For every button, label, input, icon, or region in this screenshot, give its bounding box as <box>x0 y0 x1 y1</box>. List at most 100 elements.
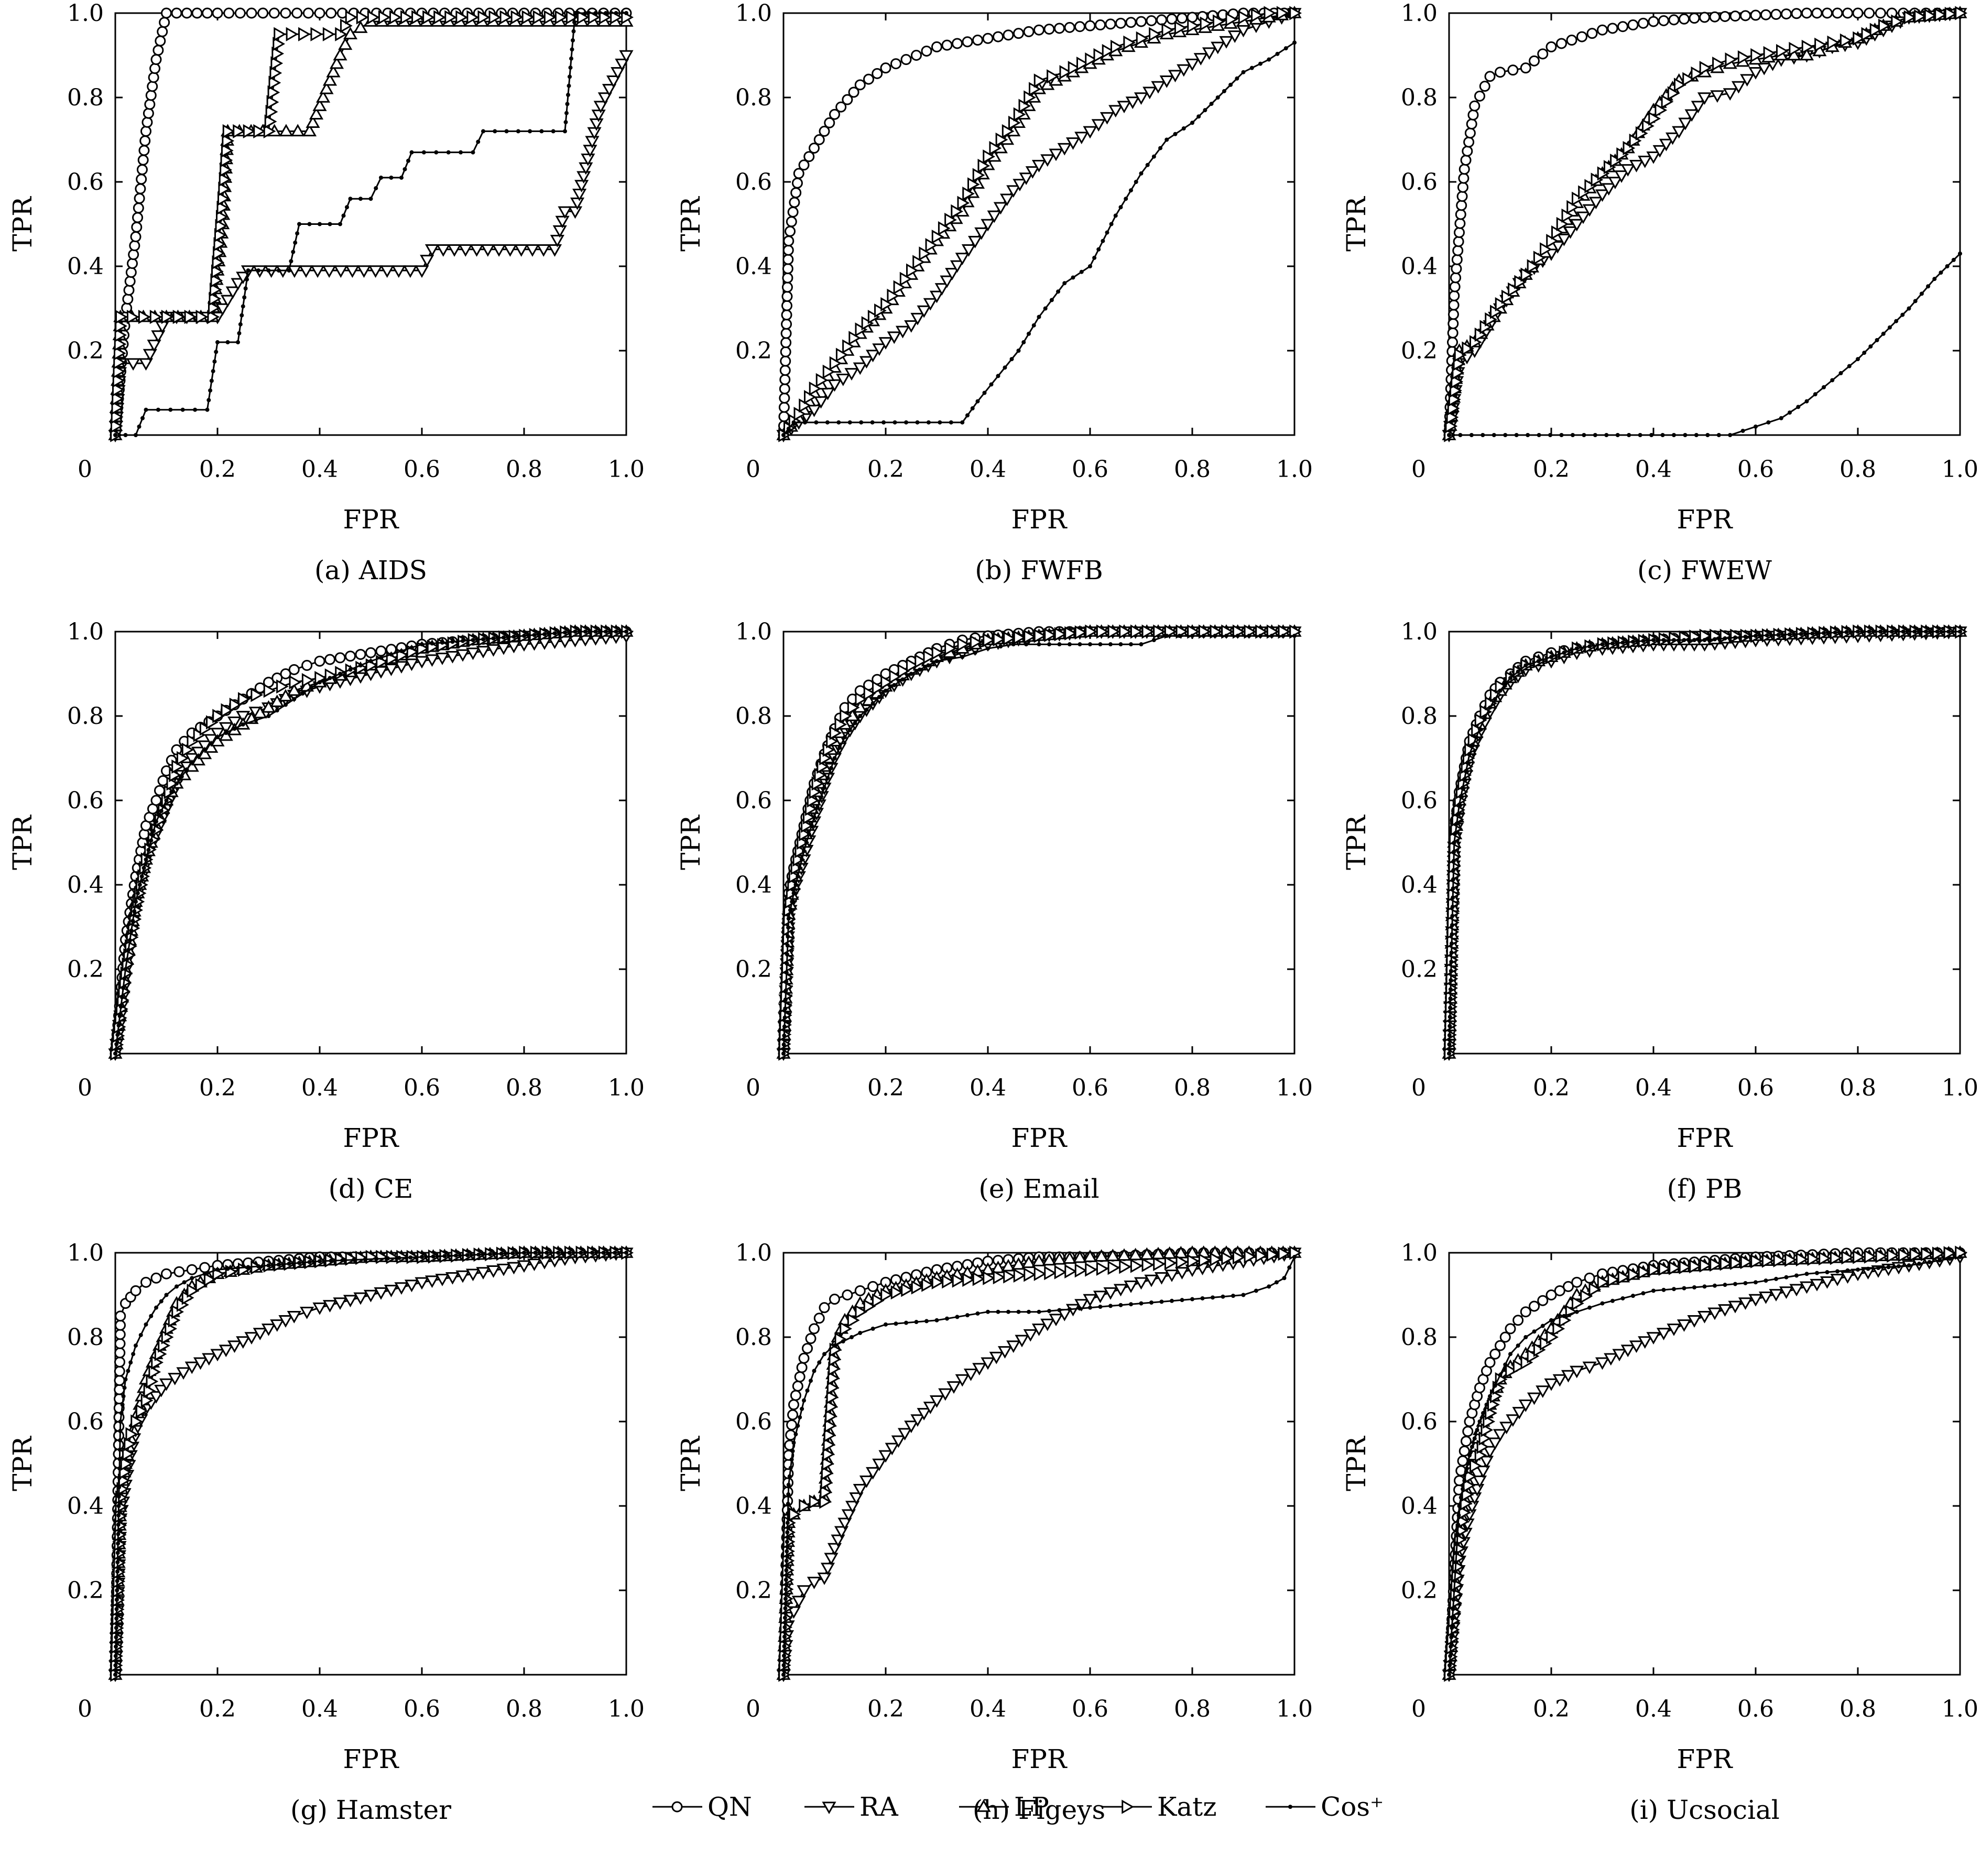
y-axis-label: TPR <box>676 815 706 870</box>
data-point <box>809 823 814 828</box>
data-point <box>789 1457 794 1462</box>
x-tick-label: 0 <box>1411 1075 1426 1101</box>
data-point <box>781 300 792 311</box>
y-tick-label: 0.8 <box>67 84 104 111</box>
data-point <box>1449 1644 1453 1649</box>
data-point <box>825 420 830 425</box>
data-point <box>809 1323 820 1335</box>
data-point <box>1456 812 1461 817</box>
data-point <box>1529 55 1540 67</box>
data-point <box>116 1532 121 1536</box>
data-point <box>942 1274 955 1289</box>
data-point <box>476 1267 491 1280</box>
data-point <box>885 1443 899 1456</box>
data-point <box>240 313 244 318</box>
data-point <box>221 143 234 158</box>
data-point <box>1190 1297 1194 1302</box>
data-point <box>796 1362 808 1373</box>
series-line <box>114 631 626 1054</box>
data-point <box>179 774 184 779</box>
data-point <box>899 272 912 286</box>
data-point <box>785 1539 789 1544</box>
data-point <box>1924 630 1928 634</box>
data-point <box>1447 1033 1452 1037</box>
data-point <box>345 650 356 662</box>
data-point <box>1289 6 1302 20</box>
data-point <box>1869 23 1882 37</box>
series-qn <box>1443 626 1966 1059</box>
data-point <box>1740 428 1745 433</box>
data-point <box>872 343 887 356</box>
x-tick-label: 0.8 <box>1839 1696 1876 1722</box>
data-point <box>1830 1274 1845 1286</box>
data-point <box>997 1346 1013 1359</box>
data-point <box>989 382 994 387</box>
data-point <box>1450 1616 1455 1621</box>
y-tick-label: 0.4 <box>67 253 104 280</box>
data-point <box>1620 640 1625 645</box>
data-point <box>864 707 869 712</box>
data-point <box>126 1369 130 1373</box>
panel-caption: (h) Figeys <box>973 1795 1105 1825</box>
data-point <box>1085 624 1098 639</box>
data-point <box>1190 121 1194 125</box>
data-point <box>815 373 829 387</box>
data-point <box>786 1501 790 1506</box>
data-point <box>290 124 305 137</box>
data-point <box>415 265 429 278</box>
data-point <box>125 957 129 962</box>
data-point <box>394 1282 409 1295</box>
data-point <box>1660 433 1665 437</box>
data-point <box>430 641 434 646</box>
data-point <box>133 202 144 214</box>
data-point <box>128 249 139 261</box>
data-point <box>809 1494 822 1509</box>
data-point <box>919 246 932 261</box>
data-point <box>1945 264 1950 268</box>
data-point <box>292 697 297 701</box>
data-point <box>180 407 185 412</box>
data-point <box>301 659 313 671</box>
data-point <box>436 244 451 257</box>
data-point <box>113 1051 117 1056</box>
data-point <box>116 1522 121 1527</box>
data-point <box>144 1322 148 1327</box>
data-point <box>127 938 132 942</box>
data-point <box>829 1294 840 1305</box>
data-point <box>782 254 794 265</box>
series-cos <box>1447 251 1962 437</box>
data-point <box>1563 1281 1574 1292</box>
data-point <box>191 7 203 19</box>
data-point <box>112 373 125 388</box>
data-point <box>1458 433 1463 437</box>
legend-item-ra: RA <box>804 1792 899 1822</box>
data-point <box>287 265 302 278</box>
data-point <box>949 420 953 425</box>
data-point <box>1728 1300 1743 1314</box>
data-point <box>1694 433 1699 437</box>
x-axis-label: FPR <box>1011 1123 1068 1153</box>
data-point <box>782 1015 787 1020</box>
data-point <box>1125 96 1140 110</box>
data-point <box>1033 628 1047 643</box>
data-point <box>1659 138 1673 151</box>
legend-item-qn: QN <box>652 1792 752 1822</box>
data-point <box>1161 23 1174 37</box>
data-point <box>1458 794 1463 798</box>
data-point <box>312 99 327 111</box>
data-point <box>493 129 497 134</box>
data-point <box>855 692 868 707</box>
data-point <box>1938 1258 1942 1263</box>
data-point <box>593 630 598 634</box>
data-point <box>1853 1250 1866 1264</box>
data-point <box>807 832 811 837</box>
data-point <box>826 1381 840 1395</box>
data-point <box>1213 634 1217 638</box>
data-point <box>1470 1458 1482 1473</box>
x-tick-label: 0.8 <box>1839 456 1876 483</box>
data-point <box>340 1258 345 1263</box>
data-point <box>829 109 840 120</box>
data-point <box>389 652 394 657</box>
data-point <box>276 679 289 694</box>
data-point <box>1454 348 1467 362</box>
